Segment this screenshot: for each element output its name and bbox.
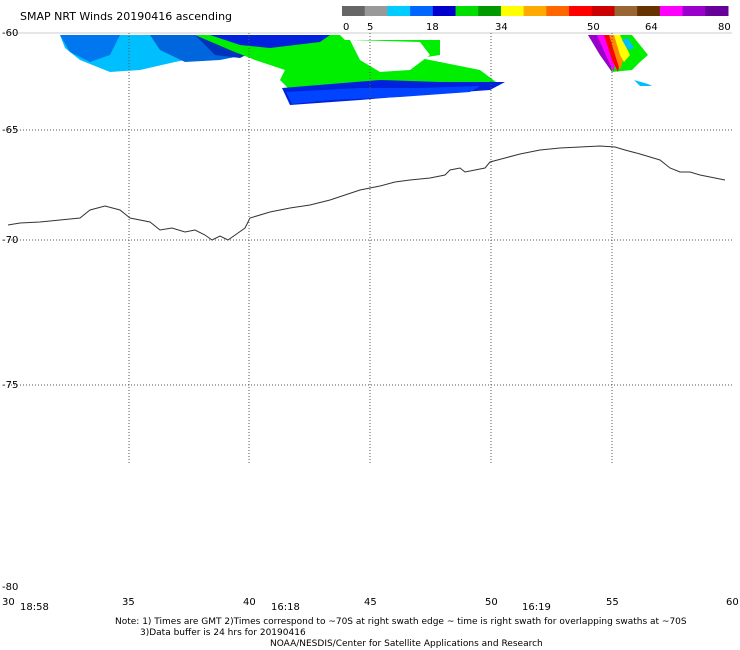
antarctic-coastline: [7, 145, 726, 241]
colorbar: [342, 6, 729, 16]
colorbar-segment: [569, 6, 593, 16]
colorbar-label: 50: [587, 22, 600, 33]
lon-label: 50: [485, 597, 498, 608]
lon-label: 30: [2, 597, 15, 608]
lat-label: -60: [2, 28, 18, 39]
lat-label: -75: [2, 380, 18, 391]
graticule: [8, 33, 732, 465]
colorbar-segment: [614, 6, 638, 16]
colorbar-segment: [478, 6, 502, 16]
lon-label: 45: [364, 597, 377, 608]
colorbar-segment: [387, 6, 411, 16]
colorbar-segment: [659, 6, 684, 16]
lon-label: 55: [606, 597, 619, 608]
colorbar-label: 34: [495, 22, 508, 33]
note-line-2: 3)Data buffer is 24 hrs for 20190416: [140, 628, 306, 638]
colorbar-segment: [523, 6, 547, 16]
note-line-3: NOAA/NESDIS/Center for Satellite Applica…: [270, 639, 543, 649]
colorbar-segment: [705, 6, 729, 16]
colorbar-segment: [500, 6, 525, 16]
wind-swath-east: [588, 35, 652, 86]
colorbar-label: 80: [718, 22, 731, 33]
colorbar-segment: [637, 6, 661, 16]
map-title: SMAP NRT Winds 20190416 ascending: [20, 10, 232, 23]
wind-swath-center: [195, 35, 505, 105]
lat-label: -80: [2, 582, 18, 593]
colorbar-segment: [591, 6, 615, 16]
lon-label: 35: [122, 597, 135, 608]
colorbar-segment: [682, 6, 706, 16]
colorbar-segment: [364, 6, 388, 16]
colorbar-label: 64: [645, 22, 658, 33]
swath-time: 16:19: [522, 602, 551, 613]
note-line-1: Note: 1) Times are GMT 2)Times correspon…: [115, 617, 687, 627]
colorbar-segment: [342, 6, 366, 16]
lat-label: -70: [2, 235, 18, 246]
lon-label: 40: [243, 597, 256, 608]
swath-time: 16:18: [271, 602, 300, 613]
swath-time: 18:58: [20, 602, 49, 613]
colorbar-segment: [432, 6, 457, 16]
colorbar-segment: [546, 6, 570, 16]
lon-label: 60: [726, 597, 739, 608]
lat-label: -65: [2, 125, 18, 136]
colorbar-label: 5: [367, 22, 373, 33]
colorbar-label: 0: [343, 22, 349, 33]
colorbar-segment: [410, 6, 434, 16]
colorbar-label: 18: [426, 22, 439, 33]
colorbar-segment: [455, 6, 479, 16]
